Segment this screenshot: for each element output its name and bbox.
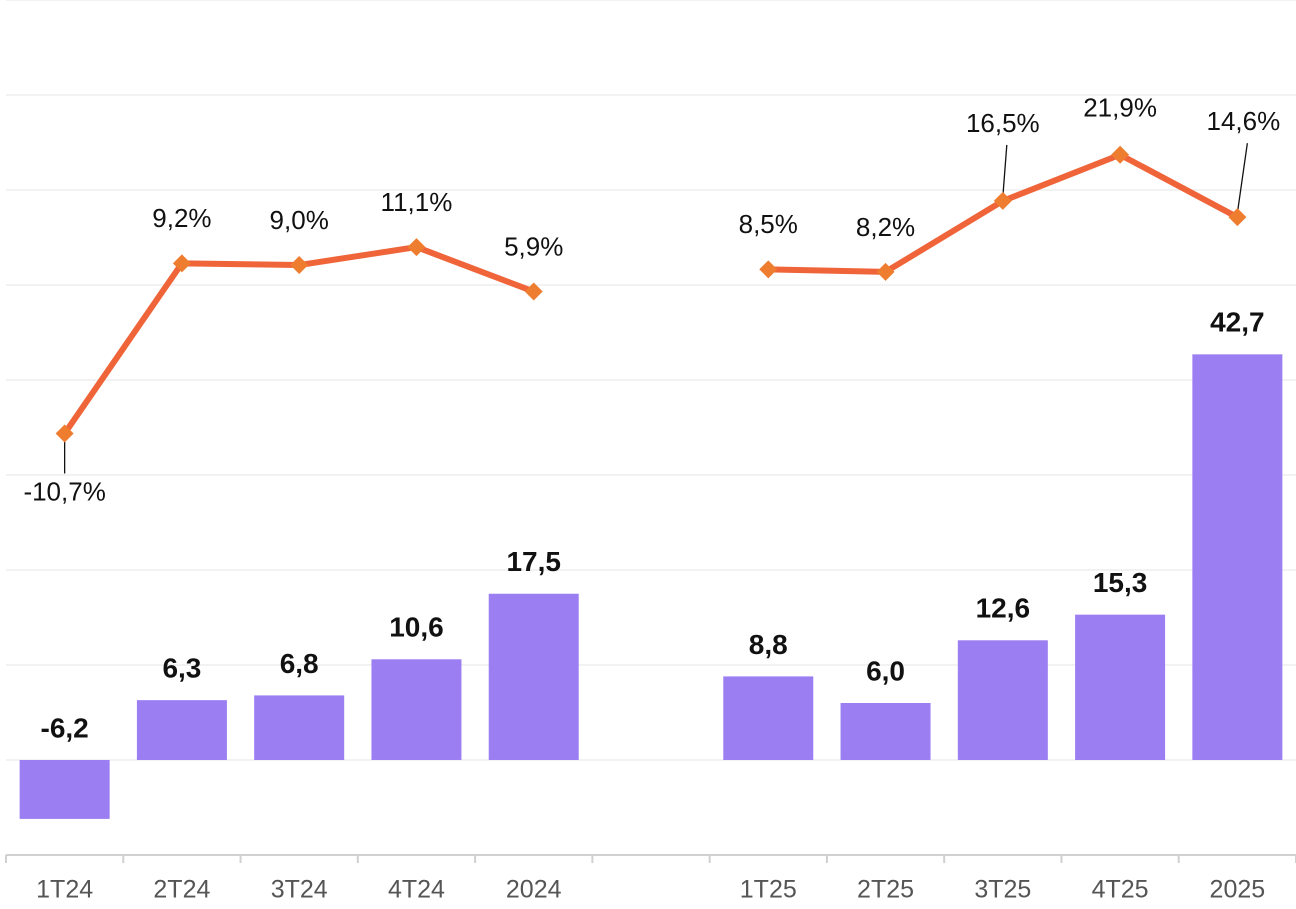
leader-line (1236, 143, 1249, 214)
line-value-label: 9,2% (152, 203, 211, 233)
line-value-label: 9,0% (270, 205, 329, 235)
marker (1228, 208, 1247, 227)
bar (1192, 354, 1283, 760)
x-tick-label: 4T24 (388, 876, 445, 904)
bar-value-label: 8,8 (749, 629, 788, 660)
x-tick-label: 4T25 (1092, 876, 1149, 904)
bar-value-label: 12,6 (976, 593, 1031, 624)
x-tick-label: 2024 (506, 876, 562, 904)
bar-value-label: 6,8 (280, 648, 319, 679)
leader-line (1002, 144, 1008, 197)
bar (254, 695, 345, 760)
bar-value-label: 17,5 (506, 546, 561, 577)
marker (55, 424, 74, 443)
bar (136, 700, 227, 760)
line-value-label: 21,9% (1083, 93, 1157, 123)
bar (1075, 614, 1166, 760)
marker (407, 238, 426, 257)
line-value-label: 8,2% (856, 212, 915, 242)
line-value-label: 14,6% (1206, 106, 1280, 136)
bar (840, 703, 931, 760)
bar-value-label: -6,2 (41, 712, 89, 743)
bar (723, 676, 814, 760)
bar (957, 640, 1048, 760)
line-value-label: -10,7% (23, 476, 105, 506)
line-value-label: 5,9% (504, 231, 563, 261)
marker (1111, 145, 1130, 164)
bar (19, 760, 110, 819)
x-tick-label: 3T24 (271, 876, 328, 904)
bar (488, 593, 579, 760)
x-tick-label: 3T25 (974, 876, 1031, 904)
marker (759, 260, 778, 279)
line-value-label: 8,5% (739, 209, 798, 239)
bar (371, 659, 462, 760)
x-tick-label: 2025 (1210, 876, 1266, 904)
marker (524, 282, 543, 301)
marker (290, 256, 309, 275)
line-value-label: 16,5% (966, 108, 1040, 138)
marker (993, 191, 1012, 210)
bar-value-label: 15,3 (1093, 567, 1148, 598)
bar-value-label: 6,3 (162, 653, 201, 684)
bar-value-label: 42,7 (1210, 307, 1265, 338)
x-tick-label: 2T25 (857, 876, 914, 904)
bar-value-label: 10,6 (389, 612, 444, 643)
marker (876, 262, 895, 281)
marker (172, 254, 191, 273)
x-tick-label: 1T25 (740, 876, 797, 904)
x-tick-label: 1T24 (36, 876, 93, 904)
line (62, 151, 1239, 436)
bar-value-label: 6,0 (866, 655, 905, 686)
line-value-label: 11,1% (381, 187, 453, 217)
x-tick-label: 2T24 (153, 876, 210, 904)
